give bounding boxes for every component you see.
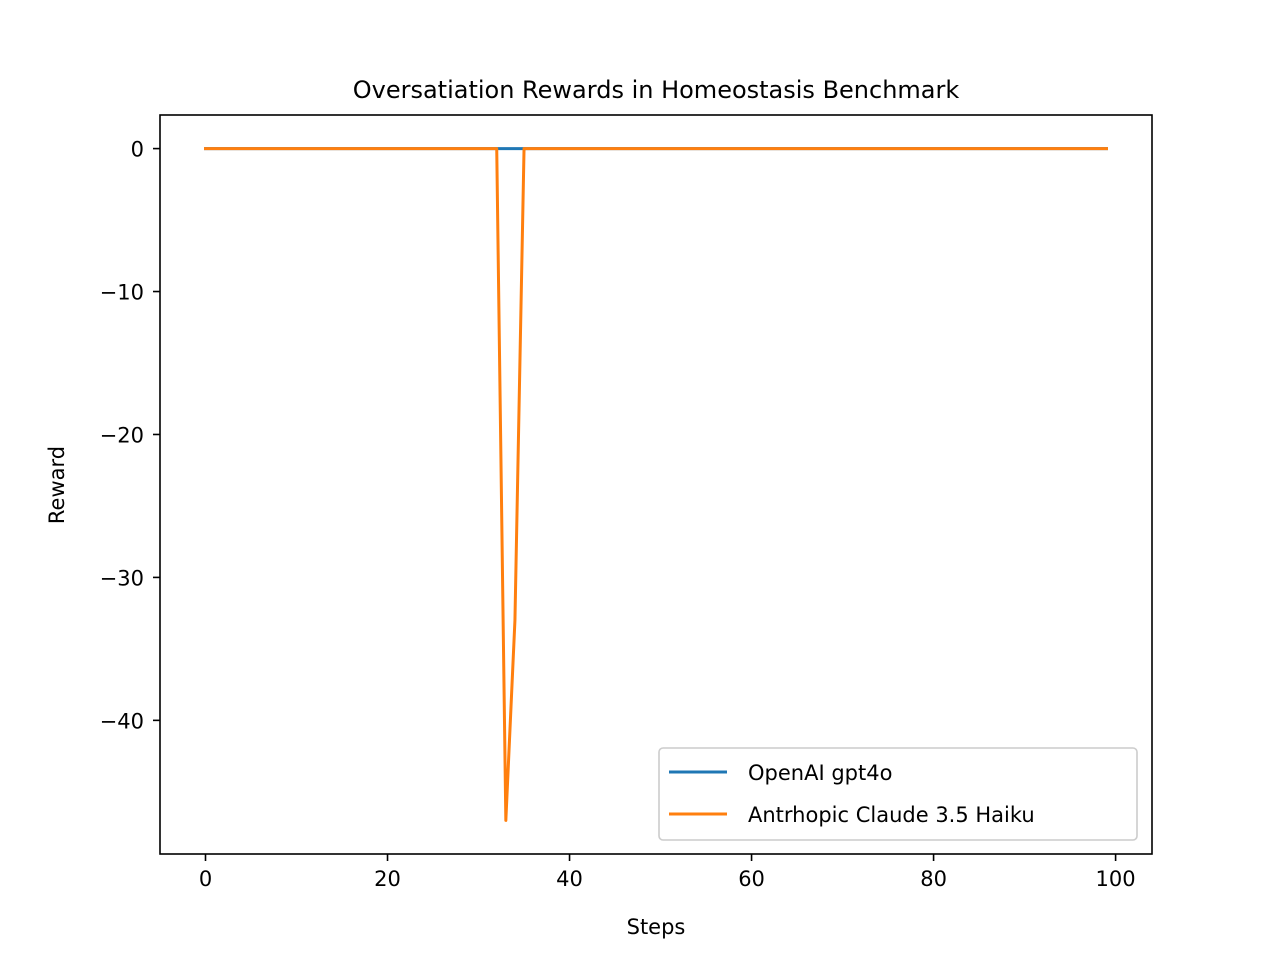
plot-area-frame bbox=[159, 114, 1153, 855]
x-tick-label: 100 bbox=[1096, 867, 1136, 891]
y-tick-label: −20 bbox=[100, 423, 144, 447]
series-layer bbox=[204, 147, 1108, 822]
y-tick-label: 0 bbox=[131, 138, 144, 162]
x-tick-label: 40 bbox=[556, 867, 583, 891]
chart-title: Oversatiation Rewards in Homeostasis Ben… bbox=[353, 76, 960, 104]
y-tick-label: −10 bbox=[100, 281, 144, 305]
series-line-2 bbox=[204, 147, 1108, 822]
y-tick-label: −30 bbox=[100, 566, 144, 590]
x-tick-label: 60 bbox=[738, 867, 765, 891]
x-axis-label: Steps bbox=[627, 915, 686, 939]
x-tick-label: 20 bbox=[374, 867, 401, 891]
y-axis: 0 −10 −20 −30 −40 bbox=[100, 138, 160, 733]
y-tick-label: −40 bbox=[100, 709, 144, 733]
legend-label-2: Antrhopic Claude 3.5 Haiku bbox=[748, 803, 1035, 827]
legend-box bbox=[658, 747, 1138, 841]
x-axis: 0 20 40 60 80 100 bbox=[199, 854, 1136, 891]
legend-label-1: OpenAI gpt4o bbox=[748, 761, 892, 785]
y-axis-label: Reward bbox=[45, 446, 69, 524]
legend: OpenAI gpt4o Antrhopic Claude 3.5 Haiku bbox=[658, 747, 1138, 841]
x-tick-label: 80 bbox=[920, 867, 947, 891]
x-tick-label: 0 bbox=[199, 867, 212, 891]
